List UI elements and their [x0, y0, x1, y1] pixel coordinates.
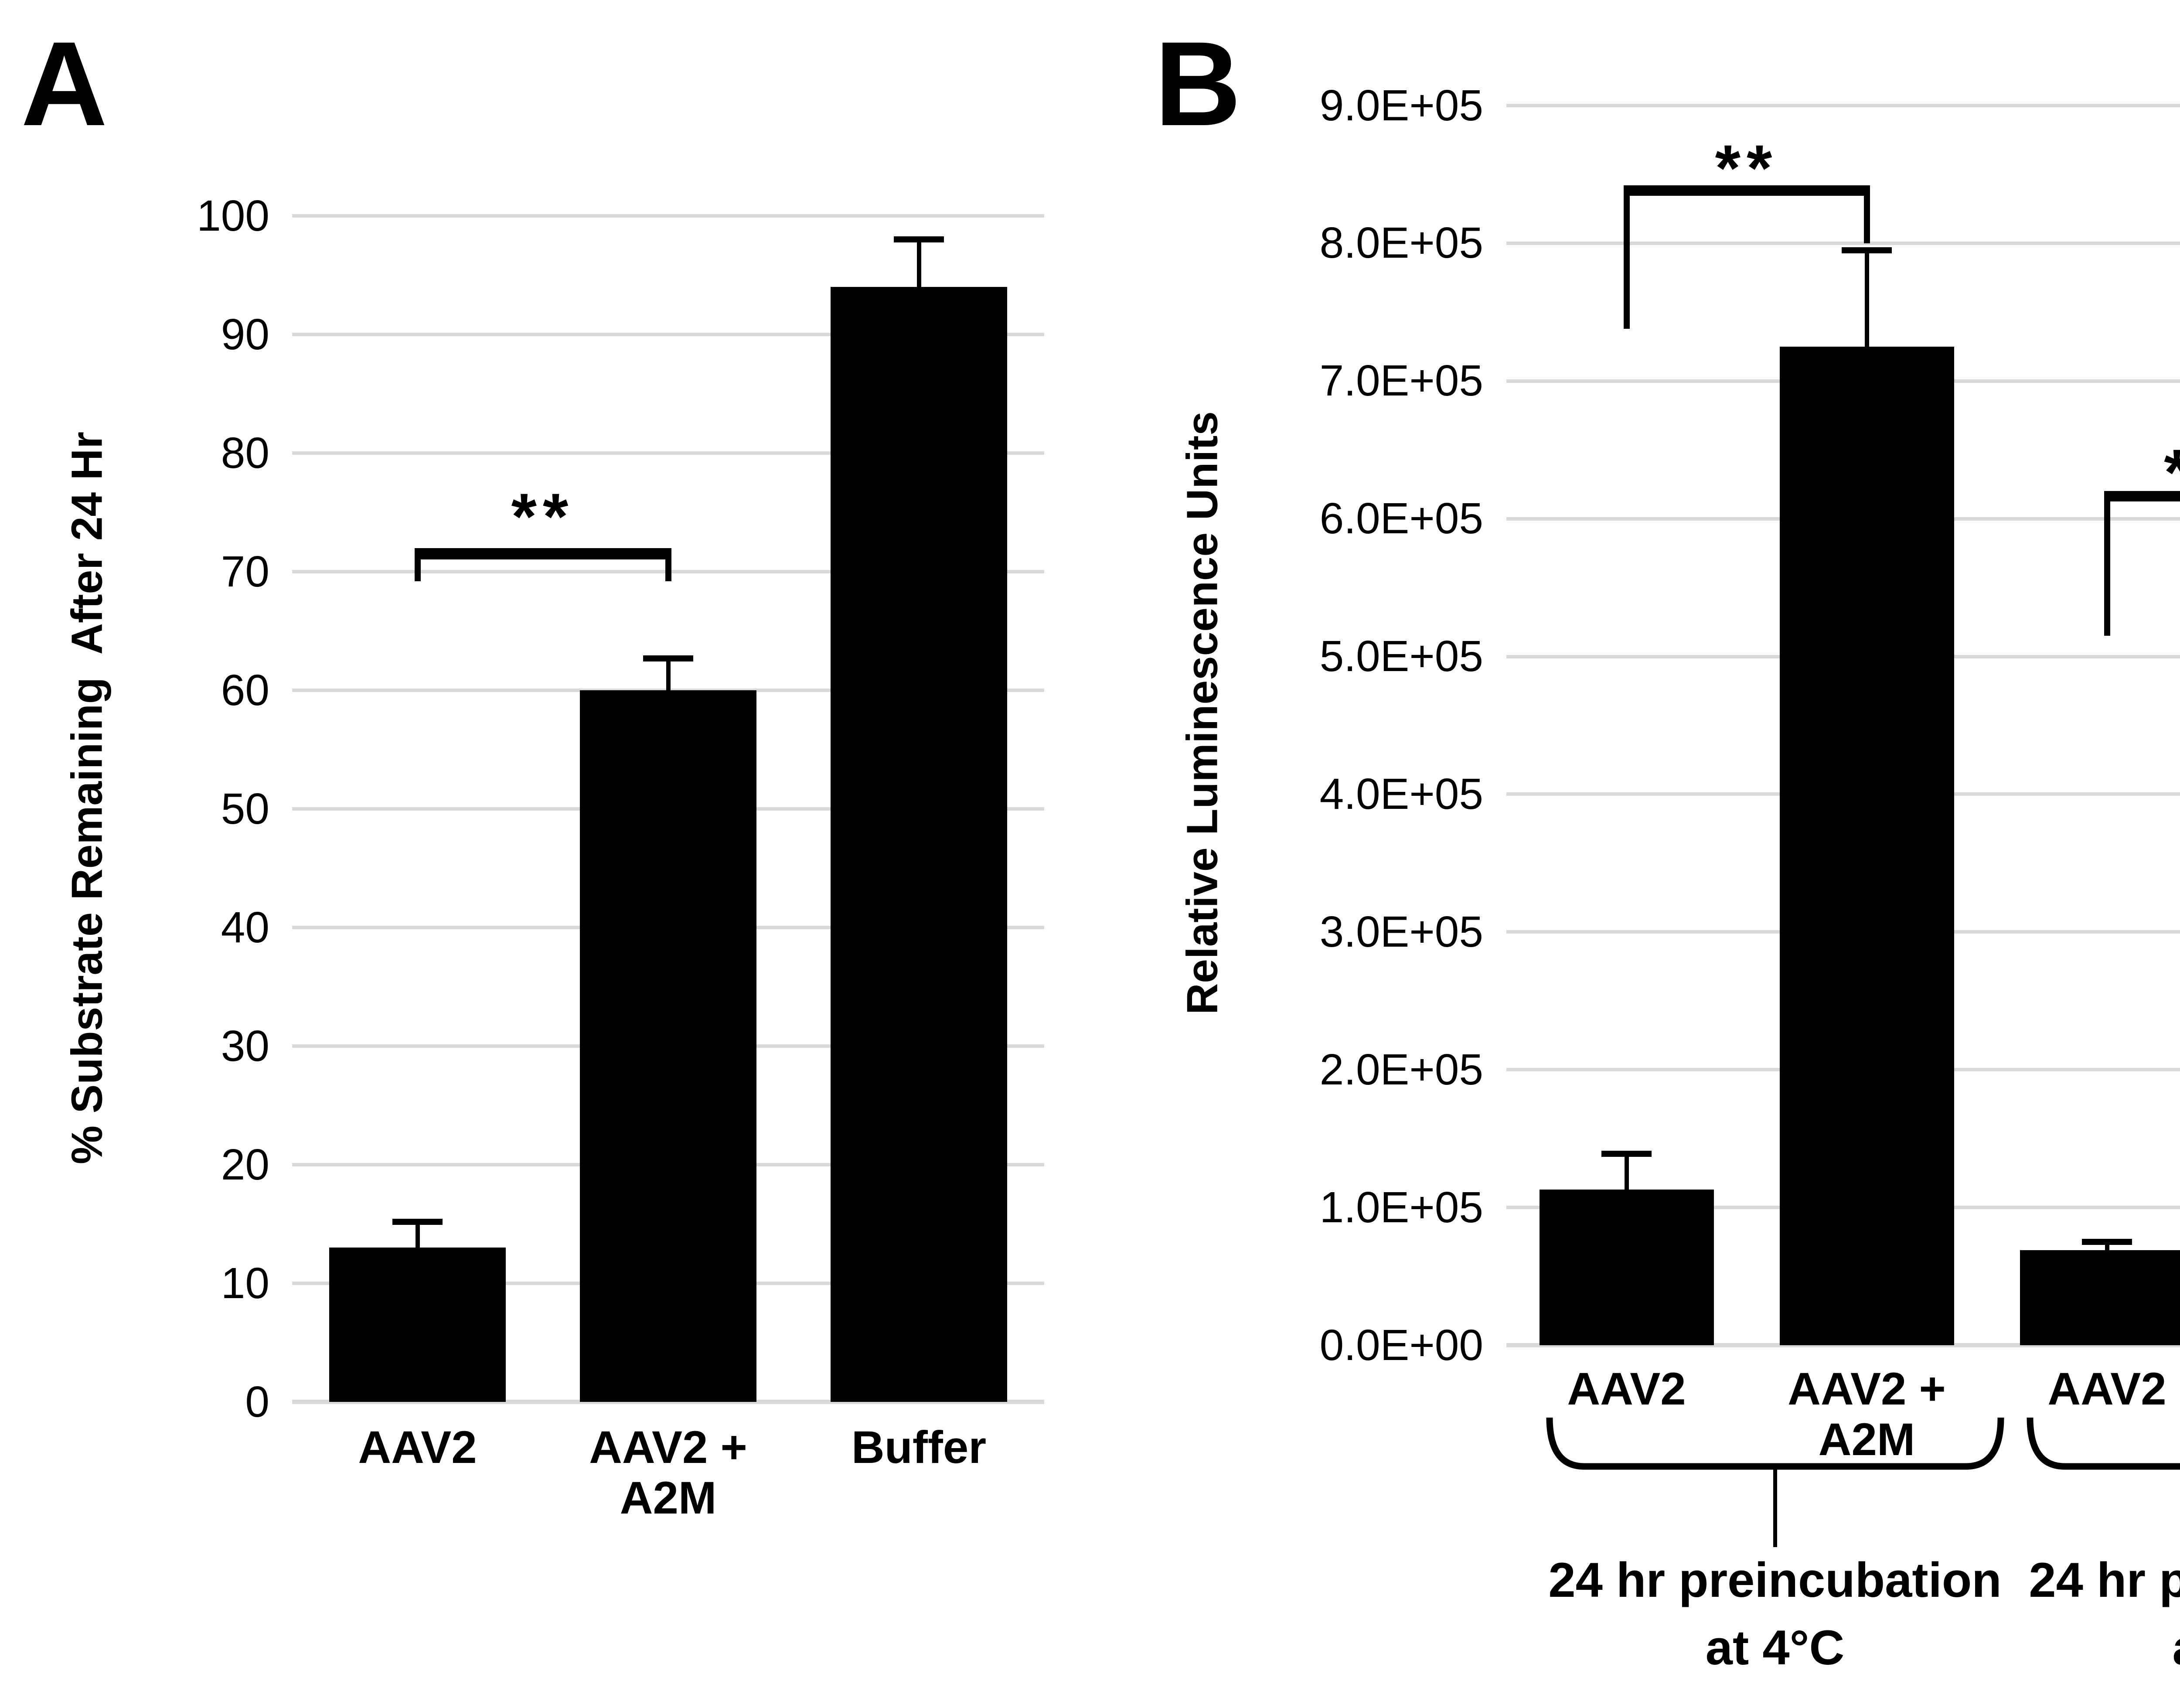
x-category-label-a-0: AAV2 — [358, 1422, 477, 1473]
panel-a-letter: A — [21, 17, 108, 151]
error-cap-b-0 — [1601, 1150, 1652, 1157]
y-tick-label-b-4: 4.0E+05 — [1319, 769, 1483, 818]
group-label-line2-b-0: at 4°C — [1705, 1620, 1845, 1675]
x-category-label-b-1: AAV2 + A2M — [1788, 1364, 1946, 1465]
y-tick-label-b-0: 0.0E+00 — [1319, 1320, 1483, 1370]
bar-a-2-buffer — [831, 287, 1007, 1402]
error-bar-b-0 — [1624, 1153, 1629, 1191]
panel-b-letter: B — [1155, 17, 1241, 151]
y-tick-label-b-5: 5.0E+05 — [1319, 632, 1483, 681]
significance-bracket-left-arm-b-1 — [2104, 491, 2110, 636]
y-tick-label-b-7: 7.0E+05 — [1319, 356, 1483, 406]
significance-label-b-1: **** — [2053, 440, 2180, 505]
significance-label-b-0: ** — [1715, 131, 1778, 205]
gridline-b-9 — [1506, 104, 2180, 107]
gridline-b-8 — [1506, 241, 2180, 245]
error-cap-a-1 — [643, 655, 693, 661]
y-tick-label-a-2: 20 — [221, 1140, 269, 1189]
error-bar-a-2 — [916, 239, 921, 288]
error-cap-a-0 — [392, 1218, 443, 1225]
y-tick-label-a-4: 40 — [221, 903, 269, 952]
y-tick-label-a-9: 90 — [221, 310, 269, 359]
y-tick-label-a-1: 10 — [221, 1258, 269, 1308]
significance-bracket-right-arm-a-0 — [665, 548, 671, 581]
axis-baseline-b — [1506, 1343, 2180, 1347]
group-brace-b-0 — [1546, 1415, 2004, 1555]
y-tick-label-a-8: 80 — [221, 428, 269, 477]
y-tick-label-a-3: 30 — [221, 1021, 269, 1070]
y-tick-label-a-5: 50 — [221, 784, 269, 833]
y-tick-label-a-10: 100 — [197, 191, 269, 240]
y-tick-label-a-7: 70 — [221, 547, 269, 596]
y-tick-label-b-2: 2.0E+05 — [1319, 1045, 1483, 1094]
y-tick-label-a-0: 0 — [245, 1377, 269, 1426]
y-tick-label-b-6: 6.0E+05 — [1319, 494, 1483, 543]
bar-b-0-aav2 — [1539, 1190, 1714, 1345]
x-category-label-a-2: Buffer — [851, 1422, 987, 1473]
significance-bracket-bar-b-0 — [1623, 185, 1870, 196]
significance-bracket-bar-b-1 — [2104, 491, 2180, 502]
gridline-a-8 — [292, 451, 1044, 455]
y-tick-label-b-3: 3.0E+05 — [1319, 907, 1483, 956]
group-label-line1-b-0: 24 hr preincubation — [1548, 1553, 2002, 1607]
x-category-label-b-2: AAV2 — [2047, 1364, 2166, 1415]
error-bar-b-1 — [1864, 250, 1869, 348]
significance-bracket-left-arm-a-0 — [414, 548, 421, 581]
y-tick-label-a-6: 60 — [221, 665, 269, 715]
significance-label-a-0: ** — [511, 480, 575, 553]
x-category-label-a-1: AAV2 + A2M — [589, 1422, 747, 1524]
y-tick-label-b-9: 9.0E+05 — [1319, 81, 1483, 130]
bar-a-1-aav2-a2m — [580, 690, 756, 1402]
bar-b-2-aav2 — [2020, 1250, 2180, 1345]
group-brace-shape-b-1 — [2027, 1417, 2180, 1470]
bar-a-0-aav2 — [329, 1248, 506, 1402]
error-bar-a-1 — [666, 658, 671, 691]
y-tick-label-b-8: 8.0E+05 — [1319, 218, 1483, 268]
panel-b-y-axis-title: Relative Luminescence Units — [1178, 411, 1227, 1015]
significance-bracket-bar-a-0 — [414, 548, 671, 559]
group-brace-b-1 — [2027, 1415, 2180, 1555]
bar-b-1-aav2-a2m — [1779, 346, 1954, 1345]
group-label-line1-b-1: 24 hr preincubation — [2029, 1553, 2180, 1607]
x-category-label-b-0: AAV2 — [1567, 1364, 1686, 1415]
significance-bracket-right-arm-b-0 — [1863, 185, 1870, 243]
axis-baseline-a — [292, 1400, 1044, 1404]
error-cap-b-2 — [2082, 1239, 2132, 1245]
group-brace-shape-b-0 — [1546, 1417, 2004, 1547]
gridline-a-10 — [292, 214, 1044, 218]
error-cap-a-2 — [894, 236, 944, 243]
error-bar-a-0 — [415, 1221, 420, 1249]
significance-bracket-left-arm-b-0 — [1623, 185, 1630, 329]
group-label-line2-b-1: at 37°C — [1972, 1620, 2180, 1676]
error-cap-b-1 — [1842, 247, 1892, 253]
error-bar-b-2 — [2105, 1242, 2109, 1251]
gridline-a-9 — [292, 333, 1044, 336]
y-tick-label-b-1: 1.0E+05 — [1319, 1183, 1483, 1232]
